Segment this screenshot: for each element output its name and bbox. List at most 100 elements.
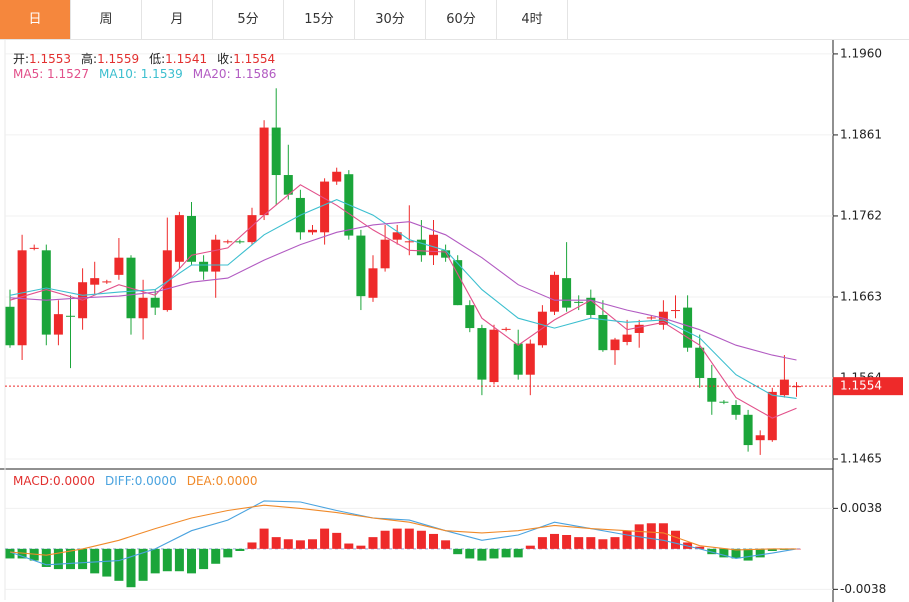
macd-bar bbox=[235, 548, 245, 551]
candle-body bbox=[320, 181, 330, 233]
ma-legend: MA5: 1.1527 MA10: 1.1539 MA20: 1.1586 bbox=[13, 67, 276, 81]
macd-bar bbox=[550, 533, 559, 549]
legend-entry: DIFF:0.0000 bbox=[105, 474, 177, 488]
info-label: 高: bbox=[81, 52, 98, 66]
macd-bar bbox=[562, 535, 572, 549]
macd-bar bbox=[90, 548, 100, 574]
indicator-line bbox=[9, 504, 797, 556]
macd-bar bbox=[344, 543, 354, 549]
macd-bar bbox=[477, 548, 487, 561]
candle-body bbox=[41, 250, 51, 335]
macd-bar bbox=[465, 548, 475, 559]
info-item: 收:1.1554 bbox=[217, 50, 275, 67]
macd-bar bbox=[283, 539, 293, 549]
macd-bar bbox=[453, 548, 463, 555]
candle-body bbox=[501, 328, 511, 330]
candle-body bbox=[453, 260, 463, 306]
y-tick-label: 1.1762 bbox=[840, 208, 882, 222]
candle-body bbox=[671, 310, 680, 312]
candle-body bbox=[707, 377, 717, 402]
candle-body bbox=[332, 171, 342, 182]
candle-body bbox=[441, 250, 451, 258]
macd-bar bbox=[295, 540, 305, 549]
candle-body bbox=[247, 215, 257, 243]
candle-body bbox=[187, 215, 196, 262]
candle-body bbox=[683, 307, 693, 348]
candle-body bbox=[392, 232, 402, 240]
info-label: 收: bbox=[217, 52, 234, 66]
legend-entry: MA10: 1.1539 bbox=[99, 67, 183, 81]
candle-body bbox=[102, 281, 112, 283]
candle-body bbox=[489, 329, 499, 383]
macd-bar bbox=[187, 548, 196, 574]
macd-bar bbox=[658, 523, 668, 549]
period-tab[interactable]: 月 bbox=[142, 0, 213, 39]
info-value: 1.1559 bbox=[97, 52, 140, 66]
info-item: 低:1.1541 bbox=[149, 50, 207, 67]
candle-body bbox=[429, 234, 438, 256]
candle-body bbox=[550, 274, 559, 312]
macd-bar bbox=[174, 548, 184, 572]
macd-bar bbox=[199, 548, 209, 570]
period-tab[interactable]: 60分 bbox=[426, 0, 497, 39]
macd-bar bbox=[525, 545, 535, 549]
candle-body bbox=[283, 175, 293, 195]
indicator-line bbox=[9, 500, 797, 566]
macd-bar bbox=[622, 530, 632, 549]
period-tab[interactable]: 30分 bbox=[355, 0, 426, 39]
macd-bar bbox=[247, 542, 257, 549]
last-price-label: 1.1554 bbox=[840, 379, 882, 393]
candle-body bbox=[792, 386, 801, 388]
candle-body bbox=[562, 278, 572, 308]
period-tab[interactable]: 日 bbox=[0, 0, 71, 39]
macd-bar bbox=[404, 528, 414, 549]
indicator-line bbox=[9, 221, 797, 361]
macd-bar bbox=[332, 532, 342, 549]
info-item: 开:1.1553 bbox=[13, 50, 71, 67]
macd-bar bbox=[5, 548, 15, 559]
macd-bar bbox=[114, 548, 124, 581]
macd-bar bbox=[574, 537, 584, 549]
period-tab[interactable]: 5分 bbox=[213, 0, 284, 39]
macd-bar bbox=[223, 548, 233, 558]
macd-bar bbox=[150, 548, 160, 574]
candle-body bbox=[259, 127, 269, 216]
macd-bar bbox=[767, 548, 777, 551]
macd-bar bbox=[259, 528, 269, 549]
period-tab[interactable]: 周 bbox=[71, 0, 142, 39]
candle-body bbox=[779, 379, 789, 396]
info-item: 高:1.1559 bbox=[81, 50, 139, 67]
macd-bar bbox=[102, 548, 112, 577]
candle-body bbox=[719, 401, 729, 403]
macd-bar bbox=[211, 548, 221, 564]
indicator-line bbox=[9, 199, 797, 399]
macd-bar bbox=[78, 548, 88, 570]
candle-body bbox=[17, 250, 27, 346]
macd-bar bbox=[501, 548, 511, 558]
period-tab[interactable]: 15分 bbox=[284, 0, 355, 39]
period-tab[interactable]: 4时 bbox=[497, 0, 568, 39]
macd-bar bbox=[380, 530, 390, 549]
macd-bar bbox=[162, 548, 172, 572]
macd-bar bbox=[695, 546, 705, 549]
candle-body bbox=[223, 241, 233, 243]
candle-body bbox=[598, 314, 608, 351]
period-tabs: 日周月 5分 15分 30分 60分 4时 bbox=[0, 0, 909, 40]
macd-bar bbox=[41, 548, 51, 567]
legend-entry: DEA:0.0000 bbox=[186, 474, 258, 488]
candle-body bbox=[465, 305, 475, 329]
macd-bar bbox=[320, 528, 330, 549]
indicator-line bbox=[9, 184, 797, 419]
candle-body bbox=[416, 239, 426, 256]
candle-body bbox=[646, 317, 656, 319]
ohlc-info: 开:1.1553 高:1.1559 低:1.1541 收:1.1554 bbox=[13, 50, 275, 67]
candle-body bbox=[622, 334, 632, 342]
macd-bar bbox=[743, 548, 753, 561]
y-tick-label: -0.0038 bbox=[840, 582, 886, 596]
macd-bar bbox=[126, 548, 136, 588]
macd-bar bbox=[368, 537, 378, 549]
macd-bar bbox=[731, 548, 741, 559]
macd-bar bbox=[598, 539, 608, 549]
